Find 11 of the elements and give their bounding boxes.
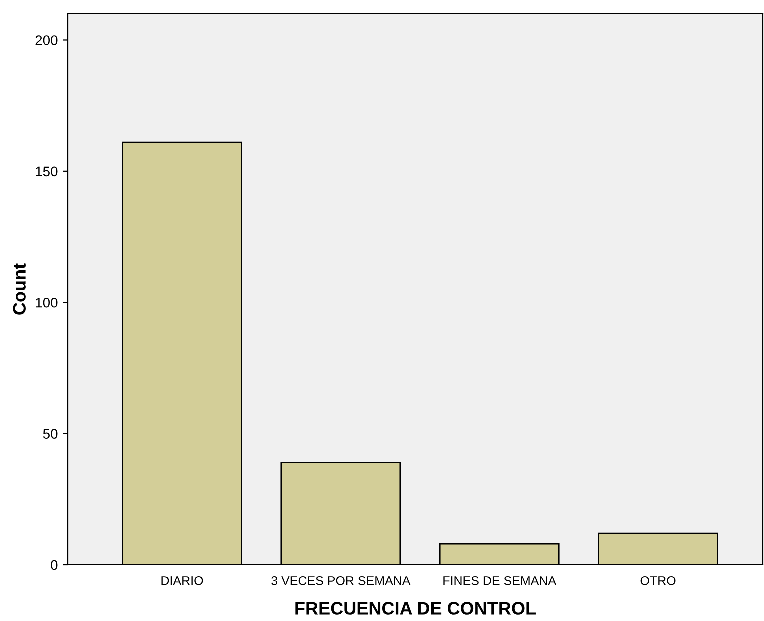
y-tick-label: 100 xyxy=(36,298,58,308)
x-tick-label: 3 VECES POR SEMANA xyxy=(272,576,411,586)
x-tick-label: FINES DE SEMANA xyxy=(444,576,557,586)
x-tick-label: DIARIO xyxy=(162,576,204,586)
y-tick-label: 0 xyxy=(51,560,58,570)
y-tick-label: 50 xyxy=(43,429,58,439)
x-tick-label: OTRO xyxy=(640,576,676,586)
y-tick-label: 200 xyxy=(36,36,58,46)
y-tick-label: 150 xyxy=(36,166,58,177)
x-axis-title: FRECUENCIA DE CONTROL xyxy=(296,602,536,615)
y-axis-title: Count xyxy=(13,264,26,315)
